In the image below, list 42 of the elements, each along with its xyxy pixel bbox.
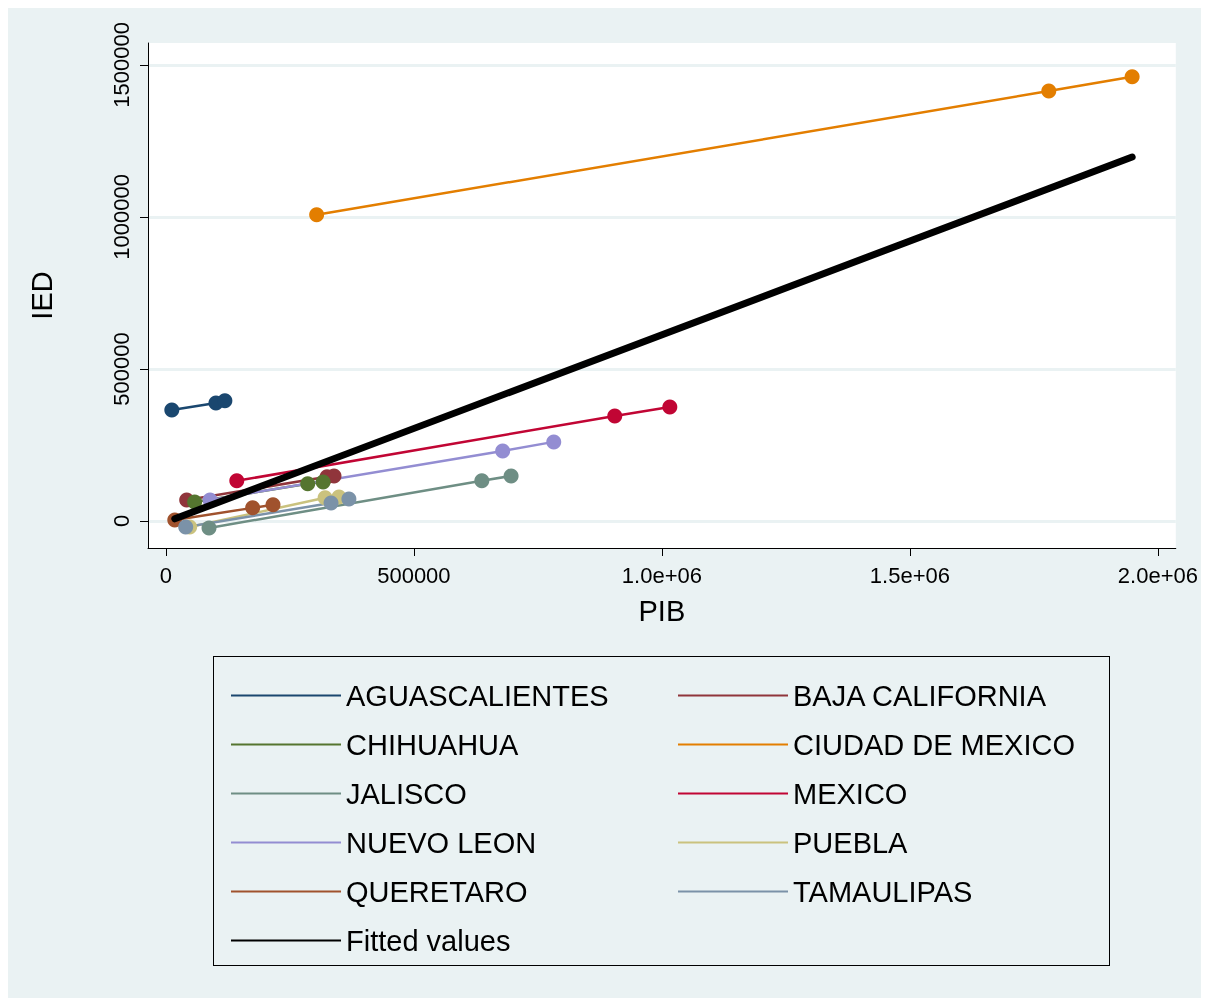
- x-tick-label: 2.0e+06: [1117, 562, 1198, 588]
- point: [495, 443, 511, 459]
- point: [341, 491, 357, 507]
- legend-label: NUEVO LEON: [346, 826, 537, 859]
- point: [300, 476, 316, 492]
- point: [217, 393, 233, 409]
- point: [323, 495, 339, 511]
- legend-label: Fitted values: [346, 924, 511, 957]
- point: [201, 520, 217, 536]
- legend-label: QUERETARO: [346, 875, 528, 908]
- y-tick-label: 1000000: [108, 174, 134, 260]
- x-axis-title: PIB: [638, 594, 686, 627]
- y-tick-label: 0: [108, 514, 134, 528]
- legend-label: BAJA CALIFORNIA: [793, 679, 1047, 712]
- legend-label: JALISCO: [346, 777, 467, 810]
- x-tick-label: 1.5e+06: [869, 562, 950, 588]
- point: [229, 473, 245, 489]
- point: [245, 500, 261, 516]
- legend-label: CIUDAD DE MEXICO: [793, 728, 1075, 761]
- point: [607, 408, 623, 424]
- point: [315, 474, 331, 490]
- point: [164, 402, 180, 418]
- legend-label: PUEBLA: [793, 826, 909, 859]
- x-tick-label: 1.0e+06: [621, 562, 702, 588]
- legend-label: TAMAULIPAS: [793, 875, 973, 908]
- x-tick-label: 500000: [377, 562, 451, 588]
- point: [474, 473, 490, 489]
- point: [178, 519, 194, 535]
- point: [662, 399, 678, 415]
- y-tick-label: 1500000: [108, 22, 134, 108]
- y-tick-label: 500000: [108, 332, 134, 406]
- point: [309, 207, 325, 223]
- point: [503, 468, 519, 484]
- legend-label: AGUASCALIENTES: [346, 679, 609, 712]
- point: [1124, 69, 1140, 85]
- point: [546, 434, 562, 450]
- legend-label: MEXICO: [793, 777, 908, 810]
- point: [265, 497, 281, 513]
- y-axis-title: IED: [25, 271, 58, 320]
- x-tick-label: 0: [159, 562, 172, 588]
- point: [1041, 83, 1057, 99]
- legend-label: CHIHUAHUA: [346, 728, 520, 761]
